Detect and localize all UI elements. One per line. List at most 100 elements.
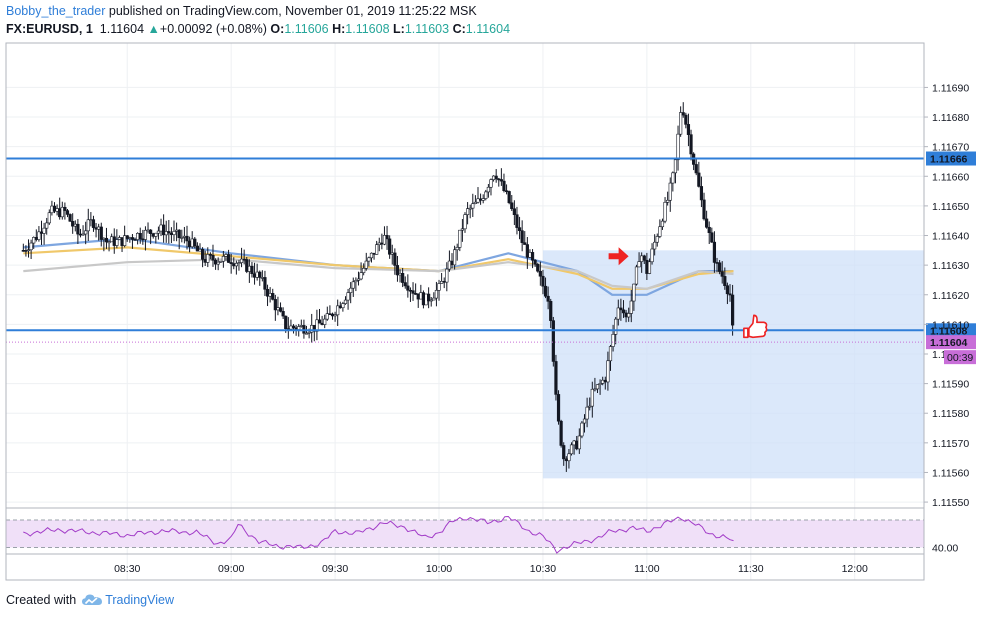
candle-body (271, 293, 275, 300)
price-tick-label: 1.11650 (932, 201, 969, 213)
candle-body (655, 236, 659, 243)
candle-body (403, 282, 407, 287)
candle-body (632, 283, 636, 302)
moving-average-line (23, 258, 734, 290)
candle-body (343, 299, 348, 304)
candle-body (24, 250, 28, 252)
candle-body (562, 445, 566, 460)
candle-body (141, 238, 145, 241)
candle-body (206, 254, 210, 263)
candle-body (268, 293, 272, 297)
candle-body (333, 314, 337, 317)
candle-body (242, 258, 246, 261)
candle-body (666, 199, 670, 203)
candle-body (136, 233, 140, 240)
tradingview-cloud-icon (82, 594, 103, 605)
footer: Created with TradingView (6, 593, 174, 607)
candle-body (723, 276, 727, 286)
candle-body (653, 241, 657, 250)
candle-body (517, 227, 522, 231)
candle-body (167, 231, 171, 234)
horizontal-lines (6, 157, 924, 343)
candle-body (429, 299, 433, 302)
candle-body (229, 262, 233, 264)
candle-body (172, 231, 176, 235)
symbol-label[interactable]: FX:EURUSD, 1 (6, 22, 93, 36)
price-tick-label: 1.11570 (932, 438, 969, 450)
candle-body (123, 235, 127, 246)
candle-body (341, 303, 345, 309)
candle-body (502, 180, 506, 192)
candle-body (393, 252, 397, 266)
candle-body (595, 384, 600, 390)
author-link[interactable]: Bobby_the_trader (6, 4, 106, 18)
candle-body (510, 202, 514, 210)
time-tick-label: 12:00 (842, 563, 868, 575)
candle-body (281, 311, 285, 317)
candle-body (507, 191, 511, 204)
candle-body (388, 238, 392, 255)
candle-body (120, 237, 124, 246)
candle-body (712, 241, 717, 263)
candle-body (629, 300, 633, 314)
tradingview-link[interactable]: TradingView (79, 593, 174, 607)
candle-body (284, 315, 288, 330)
candle-body (523, 242, 527, 245)
candle-body (102, 237, 106, 240)
candle-body (569, 444, 574, 455)
price-label-bg (926, 323, 976, 338)
price-tick-label: 1.11680 (932, 112, 969, 124)
plot-border (5, 42, 925, 581)
rsi-pane (6, 515, 924, 554)
candle-body (481, 198, 485, 201)
countdown-label: 00:39 (947, 352, 973, 364)
candle-body (63, 206, 67, 211)
candle-body (159, 224, 163, 232)
candle-body (645, 259, 649, 274)
candle-body (156, 230, 161, 234)
price-tick-label: 1.11670 (932, 142, 969, 154)
candle-body (73, 223, 77, 227)
candle-body (273, 299, 277, 311)
candle-body (81, 233, 85, 236)
candle-body (414, 293, 418, 295)
candle-body (34, 237, 38, 240)
candle-body (224, 254, 228, 257)
candle-body (520, 230, 524, 243)
candle-body (71, 220, 75, 227)
rsi-tick-label: 40.00 (932, 543, 958, 555)
candle-body (460, 228, 465, 231)
candle-body (455, 247, 459, 251)
price-tick-label: 1.11550 (932, 497, 969, 509)
candle-body (86, 219, 90, 232)
candle-body (29, 242, 33, 251)
price-tick-label: 1.11580 (932, 408, 969, 420)
candle-body (577, 435, 581, 450)
candle-body (265, 288, 270, 297)
candle-body (369, 252, 374, 259)
price-tick-label: 1.11560 (932, 467, 969, 479)
candle-body (37, 231, 41, 240)
candle-body (42, 227, 46, 234)
candle-body (356, 278, 361, 281)
candle-body (541, 275, 545, 287)
candle-body (627, 313, 631, 318)
candle-body (504, 190, 509, 193)
rsi-band (6, 520, 924, 548)
candle-body (442, 281, 446, 283)
candle-body (616, 307, 620, 320)
change-up-icon: ▲ (147, 22, 160, 36)
candle-body (299, 325, 303, 327)
candle-body (297, 326, 301, 330)
candle-body (203, 259, 207, 263)
candle-body (486, 186, 490, 193)
candle-body (328, 313, 332, 315)
candle-body (702, 199, 706, 220)
candle-body (245, 259, 249, 272)
candle-body (676, 133, 680, 161)
last-price-label-bg (926, 335, 976, 350)
candle-body (440, 281, 444, 284)
time-tick-label: 10:30 (530, 563, 556, 575)
candle-body (50, 205, 54, 214)
